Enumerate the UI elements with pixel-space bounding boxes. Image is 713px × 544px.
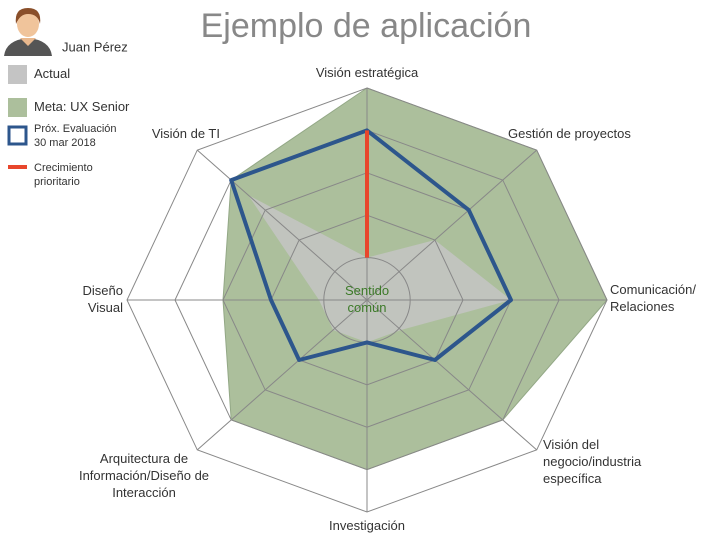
axis-label: Visión de TI [152, 126, 220, 141]
legend-swatch [8, 165, 27, 169]
axis-label-line: negocio/industria [543, 454, 642, 469]
legend-label-line: Actual [34, 66, 70, 81]
axis-label-line: Interacción [112, 485, 176, 500]
legend-label-line: 30 mar 2018 [34, 137, 96, 149]
axis-label-line: Gestión de proyectos [508, 126, 631, 141]
axis-label: Arquitectura de Información/Diseño de Inte… [79, 451, 209, 500]
center-label-line: común [347, 300, 386, 315]
radar-area [248, 195, 511, 343]
axis-label-line: Visión estratégica [316, 65, 419, 80]
axis-label-line: Comunicación/ [610, 282, 696, 297]
axis-label: Comunicación/Relaciones [610, 282, 696, 314]
axis-line [366, 149, 538, 301]
axis-label-line: Visual [88, 300, 123, 315]
chart-title: Ejemplo de aplicación [201, 7, 532, 45]
axis-label-line: Investigación [329, 518, 405, 533]
axis-label: Visión del negocio/industria específica [543, 437, 642, 486]
axis-label-line: específica [543, 471, 602, 486]
legend-label-line: Meta: UX Senior [34, 99, 130, 114]
axis-label-line: Visión del [543, 437, 599, 452]
legend-label-line: Crecimiento [34, 162, 93, 174]
legend-swatch [8, 98, 27, 117]
axis-label: Visión estratégica [316, 65, 419, 80]
legend-label-line: prioritario [34, 176, 80, 188]
avatar [4, 8, 52, 56]
axis-line [366, 299, 538, 451]
legend-label: Crecimiento prioritario [34, 162, 93, 188]
legend-swatch [7, 125, 28, 146]
axis-label-line: Visión de TI [152, 126, 220, 141]
axis-label-line: Diseño [83, 283, 123, 298]
axis-line [196, 149, 368, 301]
center-label: Sentido común [345, 283, 389, 315]
legend-label: Meta: UX Senior [34, 99, 130, 114]
axis-label: Investigación [329, 518, 405, 533]
legend-swatch [8, 65, 27, 84]
user-name: Juan Pérez [62, 39, 128, 54]
axis-label-line: Relaciones [610, 299, 675, 314]
center-label-line: Sentido [345, 283, 389, 298]
axis-label: Gestión de proyectos [508, 126, 631, 141]
legend-label-line: Próx. Evaluación [34, 123, 117, 135]
axis-label-line: Arquitectura de [100, 451, 188, 466]
legend-label: Próx. Evaluación 30 mar 2018 [34, 123, 117, 149]
axis-label: Diseño Visual [83, 283, 124, 315]
axis-label-line: Información/Diseño de [79, 468, 209, 483]
legend-label: Actual [34, 66, 70, 81]
radar-line [229, 128, 513, 362]
axis-line [196, 299, 368, 451]
